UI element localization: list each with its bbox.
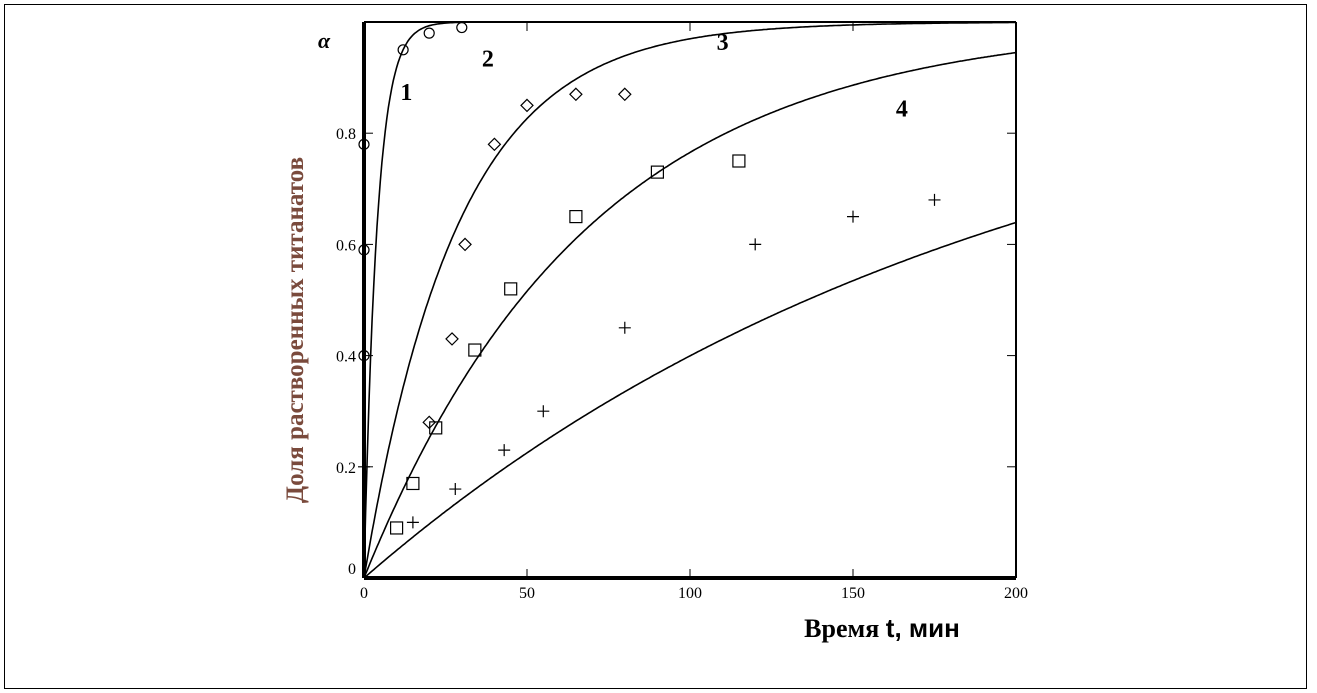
- marker-square: [391, 522, 403, 534]
- marker-plus: [358, 461, 370, 473]
- y-tick-label: 0.6: [336, 237, 356, 254]
- x-axis-label: Время t, мин: [804, 613, 960, 643]
- curve-label-2: 2: [482, 46, 494, 72]
- y-tick-label: 0.2: [336, 460, 356, 477]
- marker-plus: [407, 516, 419, 528]
- fit-curve-1: [364, 22, 1016, 578]
- x-tick-label: 150: [841, 585, 865, 602]
- x-axis-label-text: Время: [804, 614, 879, 643]
- marker-plus: [619, 322, 631, 334]
- x-axis-unit: , мин: [894, 613, 959, 643]
- marker-diamond: [459, 238, 471, 250]
- x-tick-label: 100: [678, 585, 702, 602]
- marker-diamond: [521, 99, 533, 111]
- x-tick-label: 200: [1004, 585, 1028, 602]
- y-axis-symbol: α: [318, 28, 331, 53]
- y-tick-label: 0.4: [336, 349, 356, 366]
- marker-diamond: [446, 333, 458, 345]
- curve-label-1: 1: [400, 80, 412, 106]
- curve-labels: 1 2 3 4: [400, 30, 908, 123]
- fit-curve-4: [364, 223, 1016, 579]
- marker-plus: [449, 483, 461, 495]
- marker-plus: [498, 444, 510, 456]
- marker-square: [505, 283, 517, 295]
- curve-label-4: 4: [896, 97, 908, 123]
- marker-diamond: [619, 88, 631, 100]
- marker-square: [733, 155, 745, 167]
- y-tick-label: 0: [348, 561, 356, 578]
- marker-square: [430, 422, 442, 434]
- y-axis-label: Доля растворенных титанатов: [282, 157, 309, 503]
- plot-area: [364, 22, 1016, 578]
- marker-plus: [537, 405, 549, 417]
- data-markers: [358, 23, 941, 534]
- marker-plus: [929, 194, 941, 206]
- marker-circle: [424, 28, 434, 38]
- curve-label-3: 3: [717, 30, 729, 56]
- marker-circle: [457, 23, 467, 33]
- fit-curve-2: [364, 23, 1016, 579]
- fit-curves: [364, 22, 1016, 578]
- x-tick-label: 50: [519, 585, 535, 602]
- marker-plus: [749, 238, 761, 250]
- marker-diamond: [488, 138, 500, 150]
- x-tick-label: 0: [360, 585, 368, 602]
- marker-square: [570, 211, 582, 223]
- marker-diamond: [570, 88, 582, 100]
- x-axis-symbol: t: [886, 613, 895, 643]
- y-tick-label: 0.8: [336, 126, 356, 143]
- marker-plus: [847, 211, 859, 223]
